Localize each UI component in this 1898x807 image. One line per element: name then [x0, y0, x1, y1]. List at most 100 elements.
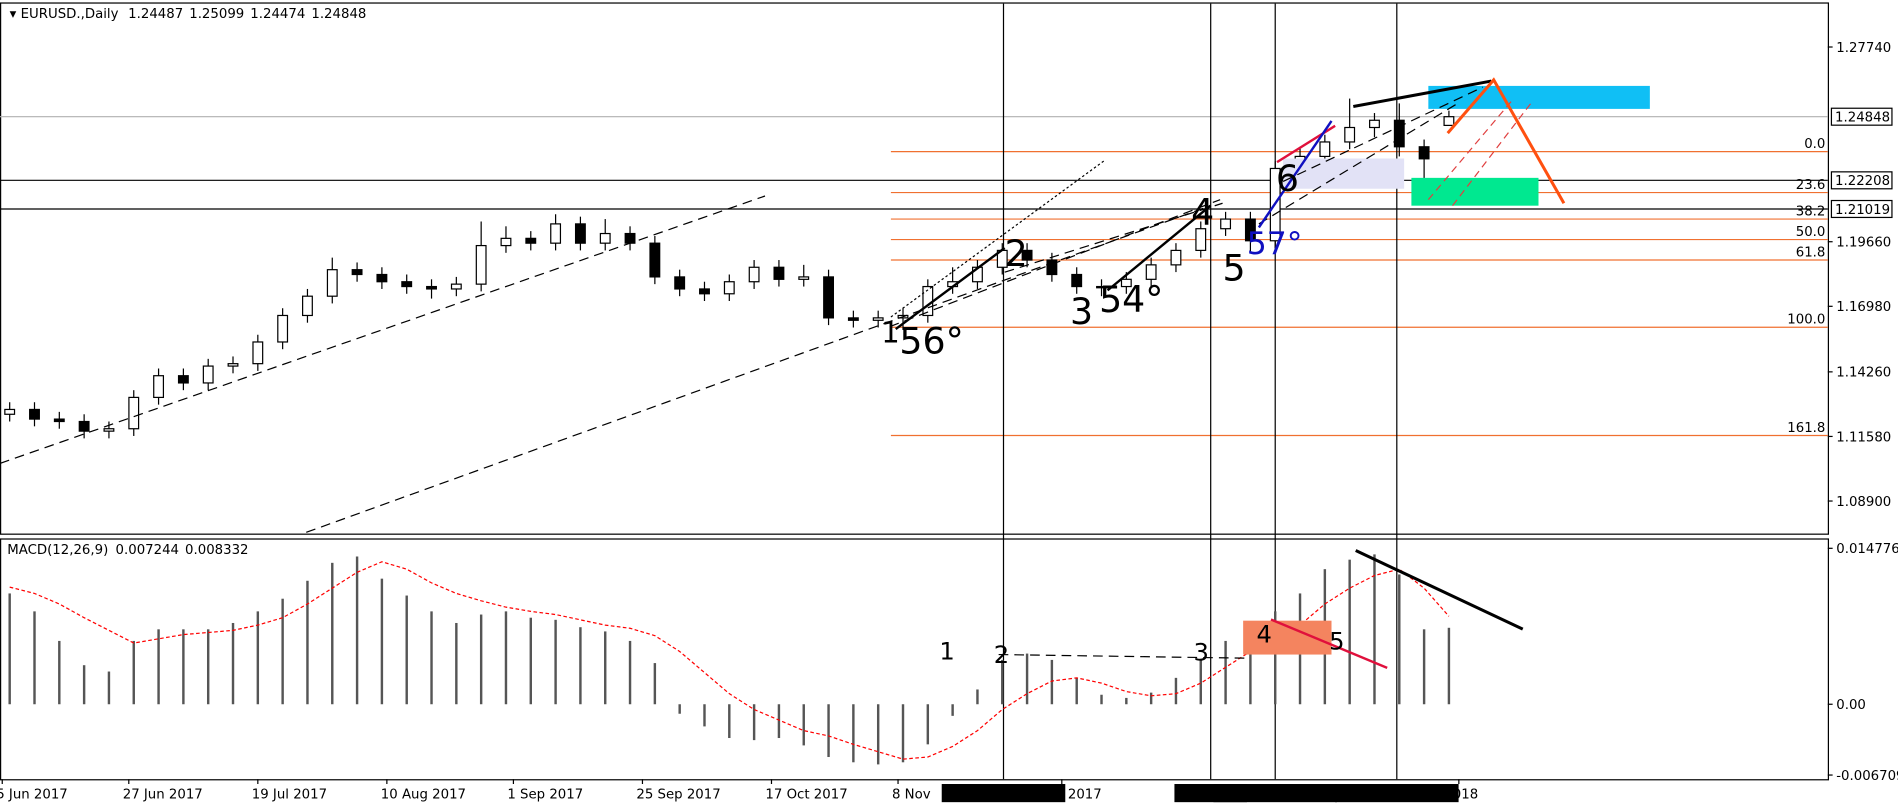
- candle-body: [872, 317, 884, 321]
- candle-body: [376, 273, 388, 283]
- candle-body: [302, 295, 313, 317]
- macd-bar: [1100, 694, 1103, 705]
- candle-body: [599, 232, 611, 244]
- macd-bar: [1149, 692, 1153, 705]
- annotations: 1 56° 2 3 54° 4 5 6 57° 1 2 3 4 5: [881, 157, 1344, 669]
- candle-body: [1369, 119, 1380, 129]
- candle-body: [1443, 116, 1455, 127]
- macd-header: MACD(12,26,9) 0.007244 0.008332: [7, 543, 248, 558]
- price-label-box: [1830, 171, 1893, 190]
- fib-label: 0.0: [1804, 137, 1825, 152]
- candle-body: [1393, 119, 1405, 148]
- trendline: [1106, 204, 1212, 292]
- trendline: [1282, 86, 1484, 183]
- macd-bar: [1125, 697, 1128, 705]
- candle-body: [103, 428, 115, 432]
- annotation: 5: [1223, 247, 1246, 290]
- candle-body: [1120, 278, 1132, 288]
- candle-body: [748, 266, 760, 283]
- macd-bar: [703, 704, 706, 727]
- annotation: 1: [939, 637, 954, 665]
- candle-body: [153, 375, 165, 399]
- macd-bar: [976, 689, 979, 705]
- macd-bar: [951, 704, 954, 716]
- candle-body: [351, 269, 363, 276]
- x-tick-label: 17 Oct 2017: [765, 788, 847, 803]
- candle-body: [674, 276, 686, 290]
- fib-label: 38.2: [1796, 204, 1826, 219]
- trendline: [1353, 79, 1492, 108]
- drawing-objects: [0, 77, 1650, 669]
- macd-panel: [0, 538, 1830, 781]
- macd-bar: [728, 704, 731, 739]
- projection: [1446, 77, 1566, 205]
- macd-bar: [802, 704, 805, 746]
- annotation: 56°: [899, 319, 963, 362]
- signal-value: 0.008332: [185, 543, 248, 558]
- candle-body: [177, 375, 189, 384]
- y-tick-label: 1.08900: [1836, 495, 1891, 510]
- annotation: 2: [1005, 232, 1028, 275]
- candle-body: [1021, 249, 1033, 261]
- x-tick-label: 1 Sep 2017: [507, 788, 583, 803]
- candle-body: [550, 223, 562, 244]
- macd-bar: [157, 629, 160, 705]
- annotation: 4: [1191, 191, 1214, 234]
- macd-bar: [628, 640, 632, 705]
- macd-bar: [206, 629, 210, 705]
- candle-body: [1145, 264, 1157, 280]
- macd-bar: [58, 640, 61, 705]
- macd-bar: [827, 704, 830, 758]
- time-label-box: [941, 784, 1066, 803]
- trendline: [1257, 120, 1333, 229]
- price-label: 1.21019: [1835, 203, 1890, 218]
- macd-bar: [256, 611, 260, 705]
- macd-bar: [1224, 640, 1227, 705]
- fib-label: 50.0: [1796, 225, 1826, 240]
- x-tick-label: 19 Jul 2017: [252, 788, 327, 803]
- annotation: 6: [1276, 157, 1299, 200]
- candle-body: [1071, 273, 1083, 288]
- price-label-box: [1830, 199, 1893, 219]
- price-label-box: [1830, 107, 1893, 126]
- x-tick-label: 27 Jun 2017: [123, 788, 203, 803]
- macd-bar: [82, 665, 86, 705]
- candle-body: [1319, 141, 1331, 158]
- macd-bar: [182, 629, 185, 705]
- annotation: 4: [1256, 620, 1271, 648]
- annotation: 3: [1194, 639, 1209, 667]
- macd-bar: [1398, 574, 1401, 705]
- candle-body: [202, 365, 214, 384]
- macd-bar: [653, 663, 657, 705]
- trendline: [1270, 618, 1388, 669]
- macd-bar: [430, 611, 433, 705]
- annotation: 54°: [1099, 278, 1163, 321]
- trendline: [1452, 102, 1532, 207]
- low: 1.24474: [250, 7, 305, 22]
- macd-bar: [281, 598, 284, 705]
- candle-body: [252, 341, 264, 365]
- fib-label: 23.6: [1796, 178, 1826, 193]
- candle-body: [574, 223, 586, 244]
- fib-label: 100.0: [1787, 313, 1825, 328]
- candle-body: [773, 266, 785, 280]
- y-tick-label: 1.14260: [1836, 366, 1891, 381]
- candle-body: [227, 363, 239, 367]
- time-label-box: [1213, 784, 1337, 803]
- open: 1.24487: [128, 7, 183, 22]
- candle-body: [277, 314, 289, 343]
- indicator: MACD(12,26,9): [7, 543, 108, 558]
- x-tick-label: 10 Aug 2017: [381, 788, 466, 803]
- macd-bar: [604, 631, 607, 705]
- macd-bar: [1025, 653, 1029, 705]
- macd-bar: [579, 627, 582, 705]
- macd-bar: [1274, 611, 1277, 705]
- symbol: EURUSD.,Daily: [21, 7, 119, 22]
- candle-body: [1220, 218, 1232, 230]
- trendline: [1427, 98, 1514, 201]
- macd-bar: [678, 704, 681, 714]
- x-tick-label: 018: [1453, 788, 1478, 803]
- zone: [1283, 158, 1405, 189]
- price-panel: [0, 2, 1830, 535]
